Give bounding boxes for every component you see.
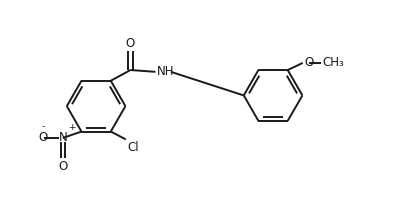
Text: O: O bbox=[304, 56, 313, 69]
Text: O: O bbox=[126, 37, 135, 50]
Text: O: O bbox=[38, 131, 48, 145]
Text: -: - bbox=[41, 123, 44, 131]
Text: NH: NH bbox=[157, 65, 174, 78]
Text: CH₃: CH₃ bbox=[322, 56, 344, 69]
Text: O: O bbox=[58, 160, 67, 173]
Text: N: N bbox=[59, 131, 67, 145]
Text: +: + bbox=[68, 123, 76, 131]
Text: Cl: Cl bbox=[127, 141, 139, 154]
